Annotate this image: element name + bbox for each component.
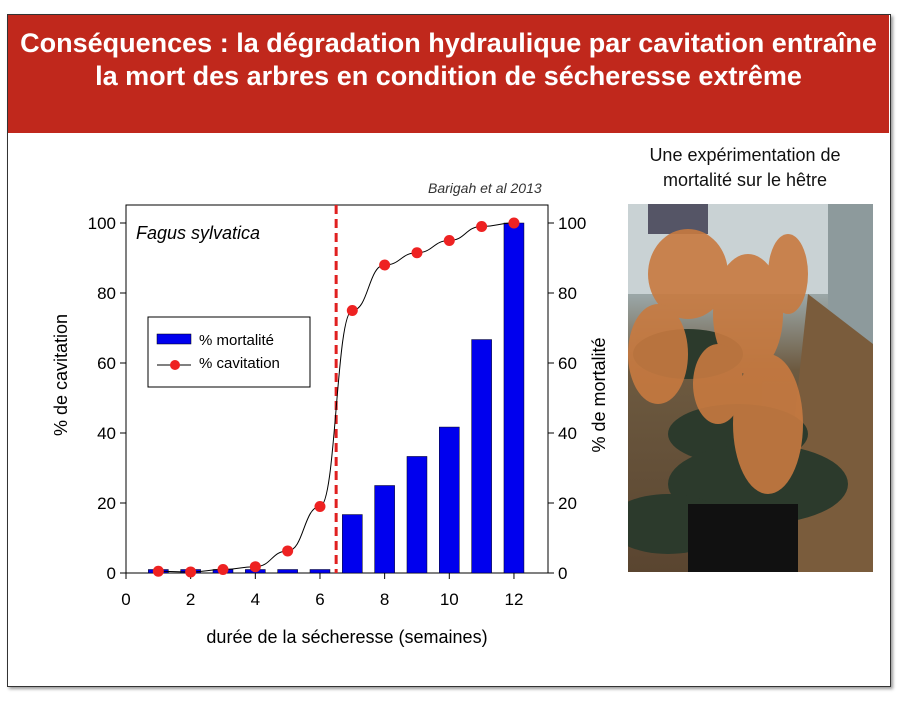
cavitation-point — [379, 259, 391, 271]
y-tick-label-left: 0 — [107, 564, 116, 583]
y-tick-label-right: 60 — [558, 354, 577, 373]
y-axis-label-left: % de cavitation — [51, 314, 71, 436]
cavitation-point — [476, 221, 488, 232]
x-tick-label: 6 — [315, 590, 324, 609]
y-tick-label-right: 0 — [558, 564, 567, 583]
bar-mortality — [406, 456, 428, 574]
cavitation-point — [314, 501, 326, 512]
y-tick-label-right: 20 — [558, 494, 577, 513]
bar-mortality — [309, 569, 331, 574]
cavitation-point — [346, 305, 358, 316]
citation: Barigah et al 2013 — [428, 180, 542, 196]
cavitation-point — [217, 564, 229, 575]
bar-mortality — [503, 222, 525, 574]
cavitation-point — [152, 565, 164, 577]
y-tick-label-right: 100 — [558, 214, 586, 233]
bar-mortality — [471, 339, 492, 574]
bar-mortality — [374, 485, 395, 574]
photo-caption: Une expérimentation de mortalité sur le … — [649, 145, 841, 190]
y-tick-label-left: 40 — [97, 424, 116, 443]
y-tick-label-left: 20 — [97, 494, 116, 513]
legend-marker-cavitation — [170, 360, 180, 370]
cavitation-point — [508, 217, 520, 229]
legend: % mortalité % cavitation — [147, 316, 311, 388]
x-tick-label: 12 — [504, 590, 523, 609]
y-tick-label-right: 80 — [558, 284, 577, 303]
legend-label-mortality: % mortalité — [199, 332, 274, 349]
bar-mortality — [342, 514, 363, 574]
y-tick-label-left: 80 — [97, 284, 116, 303]
legend-label-cavitation: % cavitation — [199, 355, 280, 372]
chart-annotation: Fagus sylvatica — [136, 223, 260, 243]
cavitation-point — [185, 566, 197, 578]
beech-experiment-photo — [628, 204, 873, 572]
cavitation-point — [282, 545, 294, 557]
y-tick-label-left: 60 — [97, 354, 116, 373]
x-axis-label: durée de la sécheresse (semaines) — [206, 627, 487, 647]
slide-title: Conséquences : la dégradation hydrauliqu… — [8, 15, 889, 133]
x-tick-label: 0 — [121, 590, 130, 609]
y-tick-label-right: 40 — [558, 424, 577, 443]
x-tick-label: 2 — [186, 590, 195, 609]
x-tick-label: 4 — [251, 590, 260, 609]
y-axis-label-right: % de mortalité — [589, 337, 609, 452]
y-tick-label-left: 100 — [88, 214, 116, 233]
bar-mortality — [439, 426, 460, 574]
cavitation-point — [411, 247, 423, 259]
legend-swatch-mortality — [156, 333, 192, 345]
bar-mortality — [277, 569, 298, 574]
x-tick-label: 10 — [440, 590, 459, 609]
x-tick-label: 8 — [380, 590, 389, 609]
cavitation-point — [443, 235, 455, 246]
cavitation-point — [249, 561, 261, 573]
